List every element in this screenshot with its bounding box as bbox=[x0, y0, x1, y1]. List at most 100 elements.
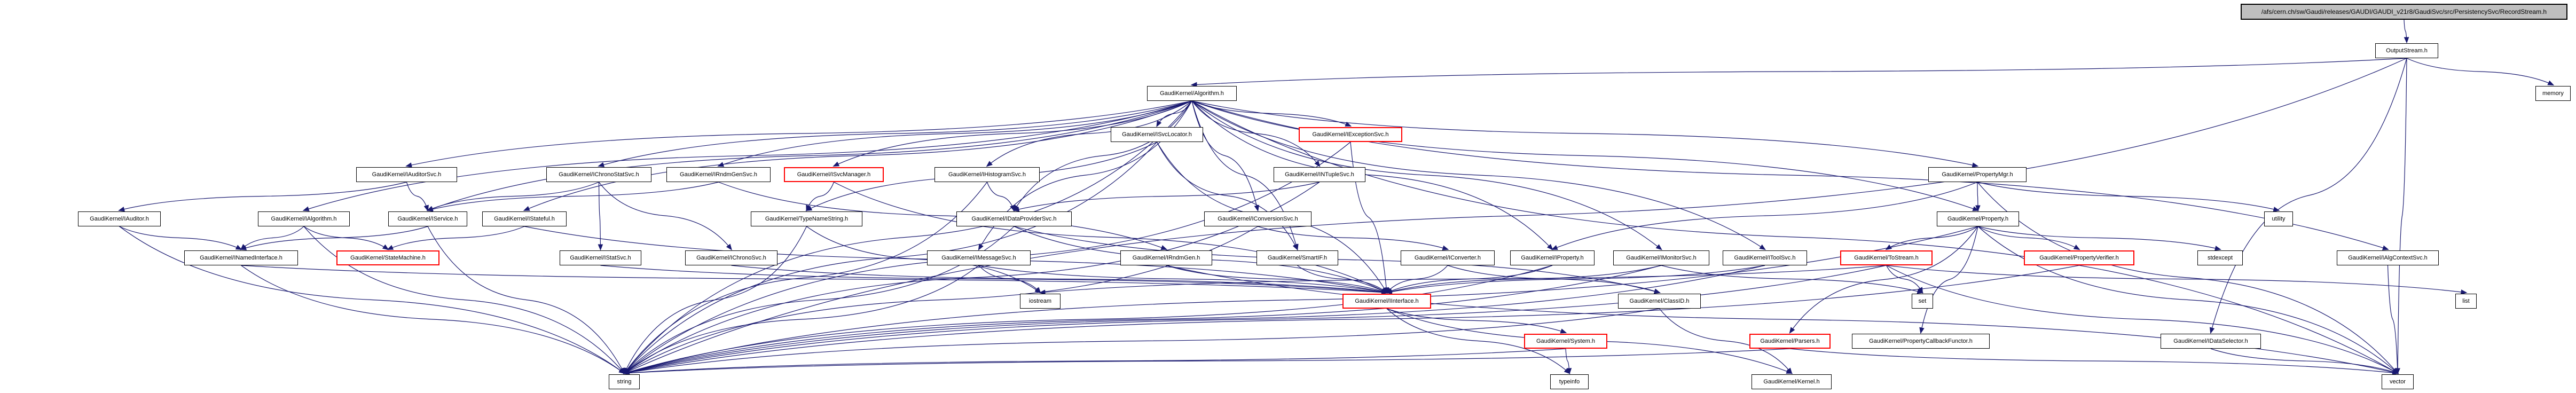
graph-node-list: list bbox=[2455, 294, 2477, 309]
graph-node-label: GaudiKernel/IConversionSvc.h bbox=[1218, 216, 1298, 222]
graph-node-imonitorsvc[interactable]: GaudiKernel/IMonitorSvc.h bbox=[1613, 250, 1709, 265]
edge-ialgorithm-to-inamedinterface bbox=[240, 226, 304, 250]
graph-node-classid[interactable]: GaudiKernel/ClassID.h bbox=[1618, 294, 1701, 309]
edge-smartif-to-iinterface bbox=[1297, 265, 1388, 294]
graph-node-label: GaudiKernel/IChronoStatSvc.h bbox=[559, 171, 639, 178]
graph-node-iauditor[interactable]: GaudiKernel/IAuditor.h bbox=[78, 211, 161, 226]
graph-node-label: GaudiKernel/IStateful.h bbox=[494, 216, 555, 222]
edge-algorithm-to-isvclocator bbox=[1156, 100, 1192, 128]
graph-node-label: memory bbox=[2542, 90, 2564, 97]
edge-property-to-parsers bbox=[1789, 226, 1978, 334]
graph-node-memory: memory bbox=[2535, 86, 2571, 101]
edge-iservice-to-inamedinterface bbox=[240, 226, 428, 250]
graph-node-label: GaudiKernel/IHistogramSvc.h bbox=[948, 171, 1026, 178]
graph-node-itoolsvc[interactable]: GaudiKernel/IToolSvc.h bbox=[1723, 250, 1807, 265]
edge-property-to-tostream bbox=[1885, 226, 1978, 250]
graph-node-label: GaudiKernel/ISvcLocator.h bbox=[1122, 131, 1192, 138]
graph-node-ihistogramsvc[interactable]: GaudiKernel/IHistogramSvc.h bbox=[934, 167, 1040, 182]
graph-node-label: GaudiKernel/PropertyCallbackFunctor.h bbox=[1869, 338, 1973, 344]
graph-node-property[interactable]: GaudiKernel/Property.h bbox=[1937, 211, 2019, 226]
graph-node-kernel[interactable]: GaudiKernel/Kernel.h bbox=[1752, 374, 1832, 389]
graph-node-algorithm[interactable]: GaudiKernel/Algorithm.h bbox=[1147, 86, 1237, 101]
graph-node-label: vector bbox=[2390, 379, 2406, 385]
graph-node-istateful[interactable]: GaudiKernel/IStateful.h bbox=[482, 211, 567, 226]
graph-node-label: GaudiKernel/Property.h bbox=[1947, 216, 2009, 222]
edge-isvcmanager-to-iinterface bbox=[834, 182, 1388, 294]
edge-property-to-string bbox=[623, 226, 1978, 375]
edge-ialgorithm-to-statemachine bbox=[303, 226, 389, 250]
graph-node-propertycallbackfunctor[interactable]: GaudiKernel/PropertyCallbackFunctor.h bbox=[1852, 334, 1990, 349]
graph-node-ialgorithm[interactable]: GaudiKernel/IAlgorithm.h bbox=[258, 211, 350, 226]
edge-iinterface-to-system bbox=[1386, 308, 1567, 334]
edge-itoolsvc-to-iinterface bbox=[1385, 265, 1765, 294]
edge-propertymgr-to-iproperty bbox=[1551, 182, 1978, 250]
graph-node-label: GaudiKernel/IToolSvc.h bbox=[1734, 255, 1796, 261]
graph-node-iservice[interactable]: GaudiKernel/IService.h bbox=[388, 211, 467, 226]
graph-node-parsers[interactable]: GaudiKernel/Parsers.h bbox=[1749, 334, 1831, 349]
edge-algorithm-to-property bbox=[1191, 100, 1980, 211]
graph-node-label: GaudiKernel/Parsers.h bbox=[1760, 338, 1820, 344]
edge-algorithm-to-imonitorsvc bbox=[1191, 100, 1662, 250]
graph-node-label: GaudiKernel/IAuditorSvc.h bbox=[372, 171, 442, 178]
edge-imessagesvc-to-iinterface bbox=[978, 265, 1388, 295]
graph-node-tostream[interactable]: GaudiKernel/ToStream.h bbox=[1840, 250, 1933, 265]
edge-iproperty-to-iinterface bbox=[1385, 265, 1553, 293]
graph-node-label: GaudiKernel/INamedInterface.h bbox=[200, 255, 282, 261]
edge-imonitorsvc-to-string bbox=[623, 265, 1662, 375]
graph-node-label: GaudiKernel/PropertyVerifier.h bbox=[2039, 255, 2119, 261]
edge-idataprovidersvc-to-string bbox=[623, 226, 1015, 374]
graph-node-typenamestring[interactable]: GaudiKernel/TypeNameString.h bbox=[751, 211, 862, 226]
graph-node-system[interactable]: GaudiKernel/System.h bbox=[1524, 334, 1607, 349]
edge-system-to-string bbox=[623, 348, 1566, 376]
edge-ichronostatsvc-to-istatsvc bbox=[598, 182, 603, 251]
graph-node-iproperty[interactable]: GaudiKernel/IProperty.h bbox=[1510, 250, 1595, 265]
edge-iconversionsvc-to-string bbox=[623, 226, 1258, 374]
graph-node-iinterface[interactable]: GaudiKernel/IInterface.h bbox=[1342, 294, 1431, 309]
graph-node-label: GaudiKernel/Kernel.h bbox=[1763, 379, 1820, 385]
graph-node-propertyverifier[interactable]: GaudiKernel/PropertyVerifier.h bbox=[2024, 250, 2134, 265]
edge-typenamestring-to-string bbox=[623, 226, 807, 375]
graph-node-propertymgr[interactable]: GaudiKernel/PropertyMgr.h bbox=[1928, 167, 2027, 182]
graph-node-label: iostream bbox=[1028, 298, 1052, 304]
graph-node-idataprovidersvc[interactable]: GaudiKernel/IDataProviderSvc.h bbox=[956, 211, 1072, 226]
graph-node-idataselector[interactable]: GaudiKernel/IDataSelector.h bbox=[2161, 334, 2261, 349]
graph-node-label: GaudiKernel/TypeNameString.h bbox=[765, 216, 849, 222]
graph-node-label: GaudiKernel/IMessageSvc.h bbox=[941, 255, 1016, 261]
graph-node-iauditorsvc[interactable]: GaudiKernel/IAuditorSvc.h bbox=[356, 167, 457, 182]
graph-node-label: GaudiKernel/IConverter.h bbox=[1414, 255, 1481, 261]
graph-node-iconversionsvc[interactable]: GaudiKernel/IConversionSvc.h bbox=[1204, 211, 1311, 226]
edge-idataselector-to-vector bbox=[2210, 348, 2399, 374]
edge-propertyverifier-to-string bbox=[623, 265, 2079, 375]
edge-irndmgen-to-iinterface bbox=[1166, 265, 1388, 294]
graph-node-outputstream[interactable]: OutputStream.h bbox=[2375, 43, 2438, 58]
graph-node-isvcmanager[interactable]: GaudiKernel/ISvcManager.h bbox=[784, 167, 884, 182]
graph-node-label: GaudiKernel/INTupleSvc.h bbox=[1285, 171, 1354, 178]
edge-propertymgr-to-utility bbox=[1977, 182, 2280, 212]
graph-node-irndmgen[interactable]: GaudiKernel/IRndmGen.h bbox=[1120, 250, 1212, 265]
edge-system-to-typeinfo bbox=[1565, 348, 1572, 375]
edge-outputstream-to-algorithm bbox=[1190, 58, 2407, 88]
graph-node-ichronostatsvc[interactable]: GaudiKernel/IChronoStatSvc.h bbox=[546, 167, 651, 182]
graph-node-imessagesvc[interactable]: GaudiKernel/IMessageSvc.h bbox=[927, 250, 1031, 265]
graph-node-intuplesvc[interactable]: GaudiKernel/INTupleSvc.h bbox=[1274, 167, 1365, 182]
graph-node-label: GaudiKernel/SmartIF.h bbox=[1267, 255, 1328, 261]
graph-node-iconverter[interactable]: GaudiKernel/IConverter.h bbox=[1401, 250, 1495, 265]
graph-node-irndmgensvc[interactable]: GaudiKernel/IRndmGenSvc.h bbox=[666, 167, 771, 182]
edge-isvclocator-to-smartif bbox=[1156, 142, 1298, 251]
edge-ichronostatsvc-to-ichronosvc bbox=[599, 182, 732, 250]
graph-node-label: GaudiKernel/IDataProviderSvc.h bbox=[971, 216, 1057, 222]
edge-algorithm-to-iauditorsvc bbox=[405, 100, 1192, 168]
graph-node-statemachine[interactable]: GaudiKernel/StateMachine.h bbox=[336, 250, 439, 265]
edge-ialgcontextsvc-to-vector bbox=[2387, 265, 2400, 375]
graph-node-ialgcontextsvc[interactable]: GaudiKernel/IAlgContextSvc.h bbox=[2337, 250, 2439, 265]
graph-node-iostream: iostream bbox=[1020, 294, 1061, 309]
graph-node-iexceptionsvc[interactable]: GaudiKernel/IExceptionSvc.h bbox=[1299, 127, 1402, 142]
graph-node-inamedinterface[interactable]: GaudiKernel/INamedInterface.h bbox=[184, 250, 298, 265]
graph-node-ichronosvc[interactable]: GaudiKernel/IChronoSvc.h bbox=[685, 250, 777, 265]
graph-node-istatsvc[interactable]: GaudiKernel/IStatSvc.h bbox=[560, 250, 641, 265]
edge-tostream-to-set bbox=[1886, 265, 1923, 294]
graph-node-isvclocator[interactable]: GaudiKernel/ISvcLocator.h bbox=[1111, 127, 1203, 142]
graph-node-label: /afs/cern.ch/sw/Gaudi/releases/GAUDI/GAU… bbox=[2261, 8, 2547, 15]
graph-node-smartif[interactable]: GaudiKernel/SmartIF.h bbox=[1256, 250, 1338, 265]
